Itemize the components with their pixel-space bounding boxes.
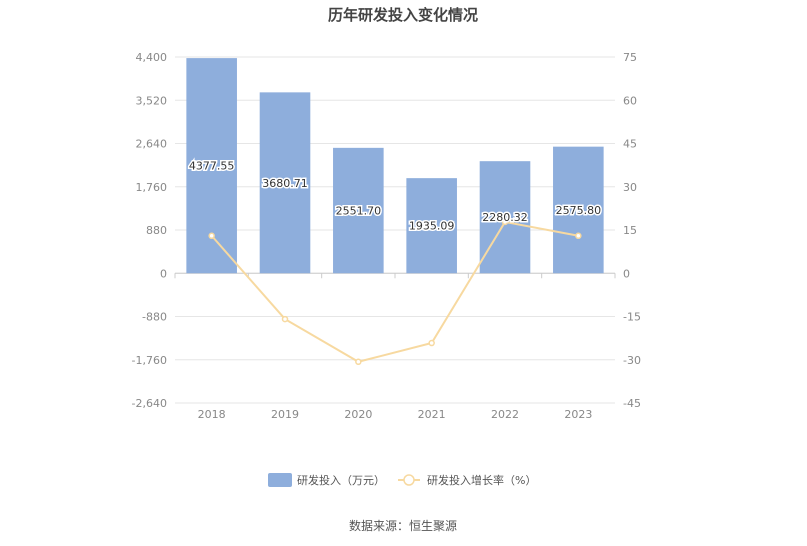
bar-value-label: 3680.71 [262, 177, 308, 190]
legend-bar-swatch [268, 473, 292, 487]
x-tick-label: 2021 [418, 408, 446, 421]
right-tick-label: 0 [623, 267, 630, 280]
bar-value-label: 2551.70 [336, 205, 382, 218]
growth-line [208, 218, 582, 366]
growth-point[interactable] [428, 339, 435, 347]
growth-line-path [210, 220, 579, 363]
bar-labels: 4377.55 3680.71 2551.70 1935.09 2280.32 2575.… [187, 158, 602, 234]
legend-line-marker [403, 474, 415, 486]
growth-point[interactable] [208, 232, 215, 240]
source-note: 数据来源：恒生聚源 [349, 518, 457, 533]
bar[interactable] [333, 147, 384, 274]
right-tick-label: 60 [623, 94, 637, 107]
left-tick-label: -1,760 [132, 354, 167, 367]
legend[interactable]: 研发投入（万元） 研发投入增长率（%） [268, 473, 536, 487]
right-tick-label: -30 [623, 354, 641, 367]
left-tick-label: 880 [146, 224, 167, 237]
legend-bar-label: 研发投入（万元） [297, 473, 385, 487]
right-tick-label: -15 [623, 311, 641, 324]
x-tick-label: 2019 [271, 408, 299, 421]
bar[interactable] [406, 178, 457, 274]
right-tick-label: -45 [623, 397, 641, 410]
x-tick-label: 2020 [344, 408, 372, 421]
x-tick-label: 2018 [198, 408, 226, 421]
x-tick-label: 2023 [564, 408, 592, 421]
right-tick-label: 30 [623, 181, 637, 194]
right-tick-label: 15 [623, 224, 637, 237]
right-axis-ticks: 75 60 45 30 15 0 -15 -30 -45 [623, 51, 641, 410]
bar-value-label: 2575.80 [556, 204, 602, 217]
right-tick-label: 75 [623, 51, 637, 64]
bar-value-label: 4377.55 [189, 160, 235, 173]
growth-point[interactable] [501, 218, 509, 226]
left-tick-label: 2,640 [136, 138, 168, 151]
left-tick-label: 1,760 [136, 181, 168, 194]
legend-line-label: 研发投入增长率（%） [427, 473, 536, 487]
chart-title: 历年研发投入变化情况 [328, 6, 478, 24]
left-tick-label: -880 [142, 311, 167, 324]
x-axis: 2018 2019 2020 2021 2022 2023 [174, 272, 616, 421]
growth-point[interactable] [355, 358, 362, 366]
bar-value-label: 1935.09 [409, 220, 455, 233]
bar[interactable] [553, 146, 604, 274]
bar[interactable] [479, 161, 531, 274]
left-tick-label: 4,400 [136, 51, 168, 64]
growth-point[interactable] [575, 232, 582, 240]
left-tick-label: 3,520 [136, 94, 168, 107]
left-axis-ticks: 4,400 3,520 2,640 1,760 880 0 -880 -1,760 -2,640 [132, 51, 167, 410]
left-tick-label: -2,640 [132, 397, 167, 410]
growth-point[interactable] [281, 315, 289, 323]
bars [186, 58, 604, 274]
bar[interactable] [259, 92, 311, 274]
right-tick-label: 45 [623, 138, 637, 151]
x-tick-label: 2022 [491, 408, 519, 421]
left-tick-label: 0 [160, 267, 167, 280]
bar-value-label: 2280.32 [482, 211, 528, 224]
